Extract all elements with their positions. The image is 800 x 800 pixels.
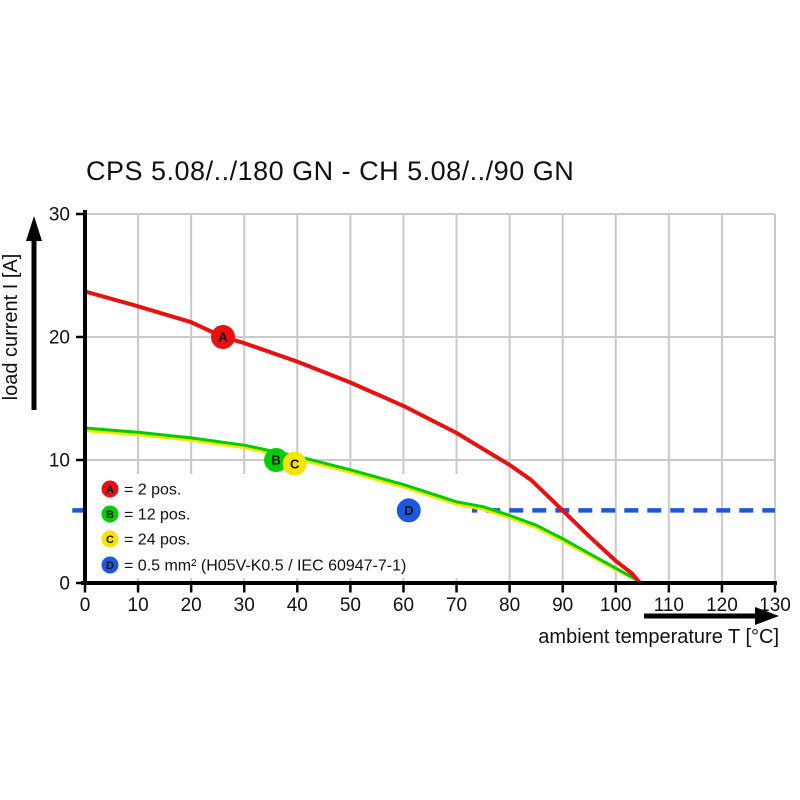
x-tick-label: 70 xyxy=(446,595,467,616)
y-tick-label: 20 xyxy=(49,328,70,349)
x-tick-label: 30 xyxy=(234,595,255,616)
curve-marker-B-icon xyxy=(264,448,289,472)
y-axis-label: load current I [A] xyxy=(0,254,22,401)
x-axis-label: ambient temperature T [°C] xyxy=(538,626,779,648)
curve-marker-letter-B: B xyxy=(271,453,280,468)
x-tick-label: 40 xyxy=(287,595,308,616)
legend-marker-letter-D: D xyxy=(106,560,114,572)
curve-marker-D-icon xyxy=(396,498,421,523)
curve-marker-A-icon xyxy=(211,325,236,349)
legend-marker-B-icon xyxy=(101,505,119,523)
curve-marker-C-icon xyxy=(282,451,307,476)
curve-marker-letter-C: C xyxy=(290,456,300,471)
y-tick-label: 10 xyxy=(49,451,70,472)
x-tick-label: 0 xyxy=(80,595,91,616)
curve-A xyxy=(83,289,643,585)
curve-marker-letter-A: A xyxy=(218,330,228,345)
legend-marker-letter-B: B xyxy=(106,509,114,521)
curve-B xyxy=(83,426,643,585)
x-tick-label: 80 xyxy=(499,595,520,616)
y-tick-label: 0 xyxy=(59,574,70,595)
legend-text-A: = 2 pos. xyxy=(124,482,181,499)
x-tick-label: 20 xyxy=(181,595,202,616)
x-tick-label: 10 xyxy=(128,595,149,616)
x-tick-label: 130 xyxy=(759,595,791,616)
legend-marker-A-icon xyxy=(101,480,119,498)
x-tick-label: 90 xyxy=(552,595,573,616)
chart-title: CPS 5.08/../180 GN - CH 5.08/../90 GN xyxy=(86,156,575,186)
x-tick-label: 100 xyxy=(600,595,632,616)
y-axis-arrow-head-icon xyxy=(26,216,42,241)
x-tick-label: 50 xyxy=(340,595,361,616)
y-tick-label: 30 xyxy=(49,205,70,226)
x-tick-label: 110 xyxy=(654,595,684,616)
legend-text-B: = 12 pos. xyxy=(124,507,190,524)
legend-marker-letter-C: C xyxy=(106,534,114,546)
x-axis-arrow-head-icon xyxy=(755,607,779,625)
legend-text-C: = 24 pos. xyxy=(124,532,190,549)
legend-text-D: = 0.5 mm² (H05V-K0.5 / IEC 60947-7-1) xyxy=(124,558,406,575)
legend-marker-letter-A: A xyxy=(106,484,114,496)
legend-marker-C-icon xyxy=(101,530,119,548)
curve-marker-letter-D: D xyxy=(404,503,413,518)
legend-background xyxy=(92,474,472,578)
x-tick-label: 120 xyxy=(706,595,738,616)
legend-marker-D-icon xyxy=(101,556,119,574)
x-tick-label: 60 xyxy=(393,595,414,616)
